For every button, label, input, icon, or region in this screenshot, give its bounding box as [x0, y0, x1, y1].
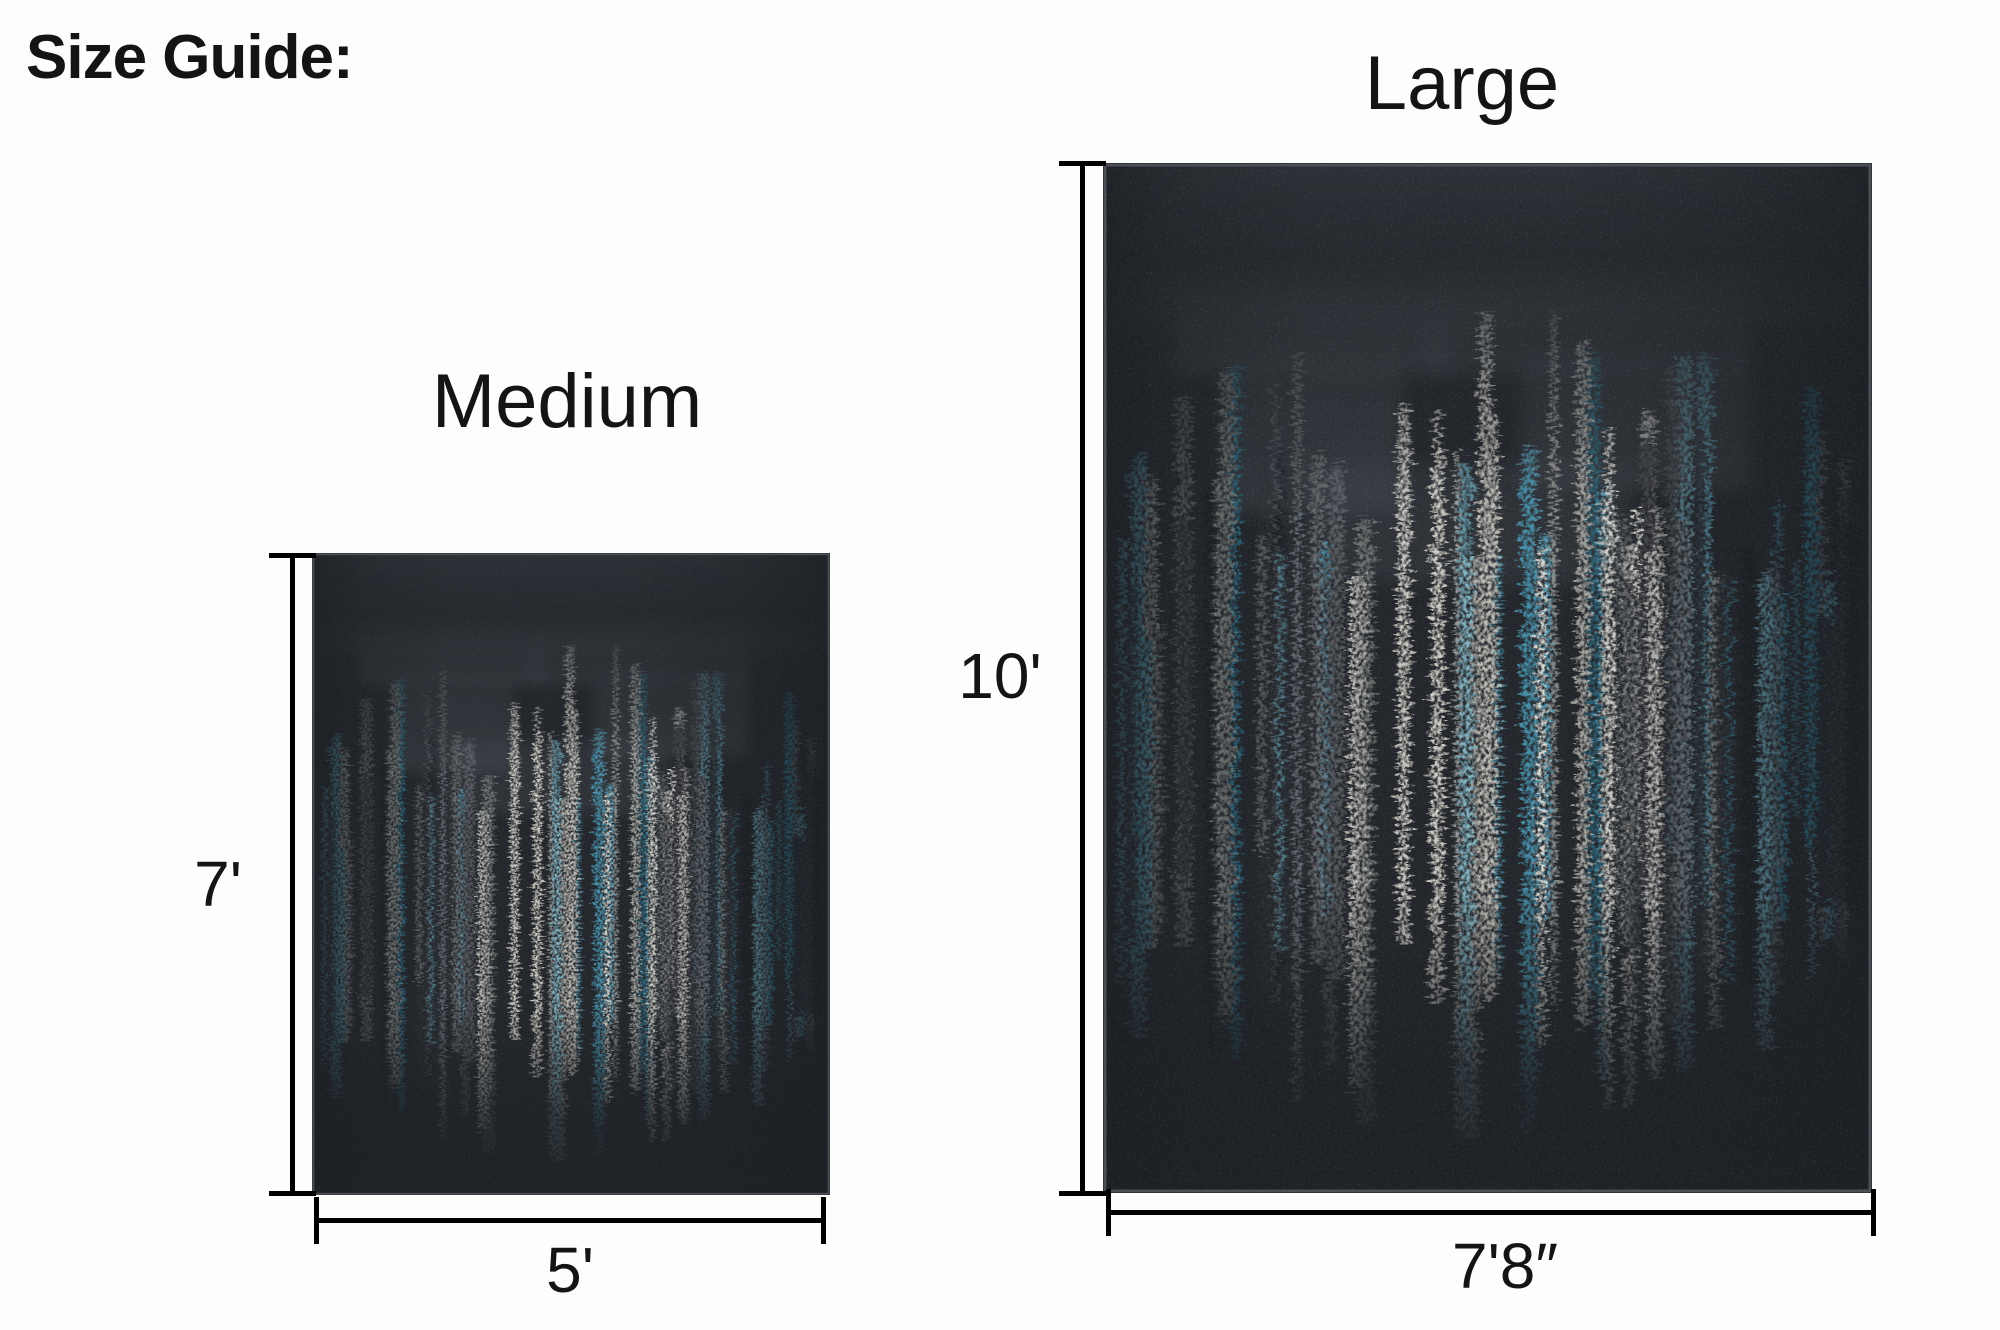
large-height-dimension-line [1059, 161, 1106, 1196]
dimension-tick [1106, 1189, 1111, 1236]
dimension-tick [314, 1197, 319, 1244]
dimension-cap [269, 1191, 316, 1196]
dimension-tick [1871, 1189, 1876, 1236]
dimension-tick [821, 1197, 826, 1244]
large-width-dimension-line [1106, 1189, 1876, 1236]
medium-width-dimension-line [314, 1197, 826, 1244]
large-height-value: 10' [958, 640, 1042, 712]
medium-height-value: 7' [194, 848, 242, 920]
dimension-cap [1059, 161, 1106, 166]
medium-height-dimension-line [269, 553, 316, 1196]
large-size-label: Large [1364, 41, 1560, 126]
dimension-cap [269, 553, 316, 558]
medium-width-value: 5' [546, 1234, 594, 1306]
medium-rug-image [312, 553, 830, 1195]
large-width-value: 7'8″ [1451, 1230, 1559, 1302]
dimension-cap [1059, 1191, 1106, 1196]
large-rug-image [1103, 163, 1872, 1193]
medium-size-label: Medium [431, 359, 703, 444]
page-title: Size Guide: [26, 23, 354, 92]
